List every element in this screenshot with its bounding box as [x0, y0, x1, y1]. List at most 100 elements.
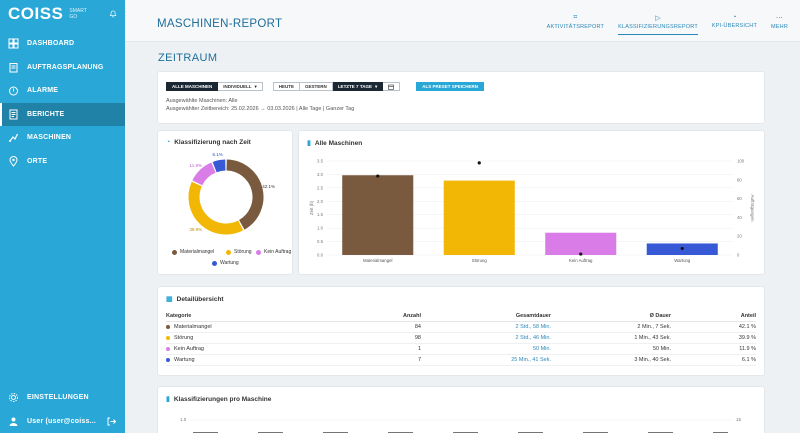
legend-label: Störung — [234, 249, 252, 255]
bar-chart-icon: ▮ — [307, 140, 311, 147]
table-row[interactable]: Materialmangel 84 2 Std., 58 Min. 2 Min.… — [166, 321, 756, 333]
tab-kpi-uebersicht[interactable]: ◔ KPI-ÜBERSICHT — [712, 14, 757, 35]
legend-dot — [256, 249, 261, 255]
total-duration-link[interactable]: 2 Std., 46 Min. — [421, 332, 551, 344]
avg-duration-cell: 1 Min., 43 Sek. — [551, 332, 671, 344]
donut-slice-materialmangel[interactable] — [226, 159, 264, 230]
donut-label: 39.9% — [189, 227, 202, 232]
y-right-tick-label: 0 — [737, 253, 740, 258]
bar-kein-auftrag[interactable] — [545, 232, 617, 255]
col-anzahl[interactable]: Anzahl — [366, 311, 421, 322]
category-cell: Wartung — [166, 357, 366, 363]
per-machine-title: ▮ Klassifizierungen pro Maschine — [166, 395, 271, 404]
tab-label: MEHR — [771, 24, 788, 30]
donut-slice-störung[interactable] — [188, 181, 244, 235]
bar-materialmangel[interactable] — [342, 175, 414, 255]
tab-aktivitaetsreport[interactable]: ⌗ AKTIVITÄTSREPORT — [547, 14, 605, 35]
y-tick-label: 0.0 — [317, 253, 324, 258]
legend-item-kein-auftrag: Kein Auftrag — [256, 249, 291, 255]
donut-slice-kein-auftrag[interactable] — [192, 162, 216, 186]
filter-buttons: ALLE MASCHINEN INDIVIDUELL ▾ HEUTE GESTER… — [166, 82, 485, 91]
count-point[interactable] — [579, 252, 583, 256]
y-right-tick-label: 60 — [737, 196, 742, 201]
x-tick-label: Wartung — [674, 258, 691, 263]
category-label: Kein Auftrag — [174, 345, 204, 352]
sidebar-item-orte[interactable]: ORTE — [0, 150, 125, 174]
sidebar-item-label: BERICHTE — [27, 110, 65, 118]
donut-slice-wartung[interactable] — [212, 159, 226, 173]
category-cell: Kein Auftrag — [166, 346, 366, 352]
legend-label: Materialmangel — [180, 249, 215, 255]
y-axis-label: Zeit (h) — [309, 200, 314, 215]
activity-icon: ⌗ — [573, 14, 578, 21]
sidebar-item-dashboard[interactable]: DASHBOARD — [0, 32, 125, 56]
machine-selection-group: ALLE MASCHINEN INDIVIDUELL ▾ — [166, 82, 263, 91]
count-point[interactable] — [376, 174, 380, 178]
sidebar: COISS SMART GO DASHBOARD AUFTRAGSPLANUNG… — [0, 0, 125, 433]
total-duration-link[interactable]: 2 Std., 58 Min. — [421, 321, 551, 333]
today-button[interactable]: HEUTE — [272, 82, 301, 91]
yesterday-button[interactable]: GESTERN — [300, 82, 333, 91]
detail-table-card: ▦ Detailübersicht Kategorie Anzahl Gesam… — [157, 286, 765, 376]
alarm-icon — [9, 86, 18, 96]
tab-klassifizierungsreport[interactable]: ▷ KLASSIFIZIERUNGSREPORT — [618, 14, 698, 35]
dashboard-icon — [8, 38, 19, 49]
sidebar-item-user[interactable]: User (user@coiss... — [0, 410, 125, 433]
count-cell: 7 — [366, 354, 421, 366]
category-label: Wartung — [174, 356, 195, 363]
gear-icon — [9, 393, 18, 403]
count-point[interactable] — [477, 161, 481, 165]
sidebar-item-berichte[interactable]: BERICHTE — [0, 102, 125, 126]
avg-duration-cell: 3 Min., 40 Sek. — [551, 354, 671, 366]
col-avg-dauer[interactable]: Ø Dauer — [551, 311, 671, 322]
calendar-button[interactable] — [383, 82, 401, 91]
category-dot — [166, 346, 170, 351]
y-tick-label: 3.0 — [317, 172, 324, 177]
count-point[interactable] — [680, 246, 684, 251]
category-cell: Materialmangel — [166, 324, 366, 330]
bar-störung[interactable] — [443, 180, 515, 255]
save-preset-button[interactable]: ALS PRESET SPEICHERN — [416, 82, 485, 91]
bell-icon[interactable] — [109, 8, 117, 20]
table-row[interactable]: Kein Auftrag 1 50 Min. 50 Min. 11.9 % — [166, 343, 756, 355]
donut-label: 11.9% — [190, 163, 202, 168]
col-gesamtdauer[interactable]: Gesamtdauer — [421, 311, 551, 322]
sidebar-item-maschinen[interactable]: MASCHINEN — [0, 126, 125, 150]
y-right-tick-label: 100 — [737, 159, 745, 164]
sidebar-item-alarme[interactable]: ALARME — [0, 79, 125, 103]
y-right-tick-label: 80 — [737, 177, 742, 182]
more-icon: ⋯ — [775, 15, 784, 22]
table-row[interactable]: Wartung 7 25 Min., 41 Sek. 3 Min., 40 Se… — [166, 354, 756, 366]
share-cell: 11.9 % — [671, 343, 756, 355]
avg-duration-cell: 2 Min., 7 Sek. — [551, 321, 671, 333]
table-row[interactable]: Störung 98 2 Std., 46 Min. 1 Min., 43 Se… — [166, 332, 756, 344]
tab-mehr[interactable]: ⋯ MEHR — [771, 14, 788, 35]
filter-info: Ausgewählte Maschinen: Alle Ausgewählter… — [166, 97, 354, 113]
tab-label: KLASSIFIZIERUNGSREPORT — [618, 24, 698, 30]
app-logo: COISS — [8, 4, 64, 23]
last7-label: LETZTE 7 TAGE — [337, 84, 372, 89]
share-cell: 6.1 % — [671, 354, 756, 366]
gauge-icon: ◔ — [732, 14, 737, 21]
total-duration-link[interactable]: 25 Min., 41 Sek. — [421, 354, 551, 366]
col-kategorie[interactable]: Kategorie — [166, 311, 366, 322]
last-7-days-button[interactable]: LETZTE 7 TAGE ▾ — [332, 82, 384, 91]
sidebar-bottom: EINSTELLUNGEN User (user@coiss... — [0, 386, 125, 433]
sidebar-item-auftragsplanung[interactable]: AUFTRAGSPLANUNG — [0, 56, 125, 80]
y-tick-label: 1.0 — [317, 226, 324, 231]
bar-chart: 0.0 0.5 1.0 1.5 2.0 2.5 3.0 3.5 0 20 40 60 80 100 Zeit… — [309, 159, 755, 264]
sidebar-item-einstellungen[interactable]: EINSTELLUNGEN — [0, 386, 125, 410]
sidebar-item-label: DASHBOARD — [27, 40, 75, 48]
individual-button[interactable]: INDIVIDUELL ▾ — [218, 82, 263, 91]
share-cell: 39.9 % — [671, 332, 756, 344]
logout-icon[interactable] — [106, 416, 117, 427]
all-machines-button[interactable]: ALLE MASCHINEN — [166, 82, 219, 91]
donut-label: 42.1% — [262, 184, 275, 189]
report-icon — [9, 109, 18, 120]
detail-table: Kategorie Anzahl Gesamtdauer Ø Dauer Ant… — [166, 311, 756, 366]
col-anteil[interactable]: Anteil — [671, 311, 756, 322]
category-dot — [166, 357, 170, 362]
calendar-icon — [388, 84, 395, 90]
total-duration-link[interactable]: 50 Min. — [421, 343, 551, 355]
y-right-tick: 15 — [736, 417, 742, 422]
